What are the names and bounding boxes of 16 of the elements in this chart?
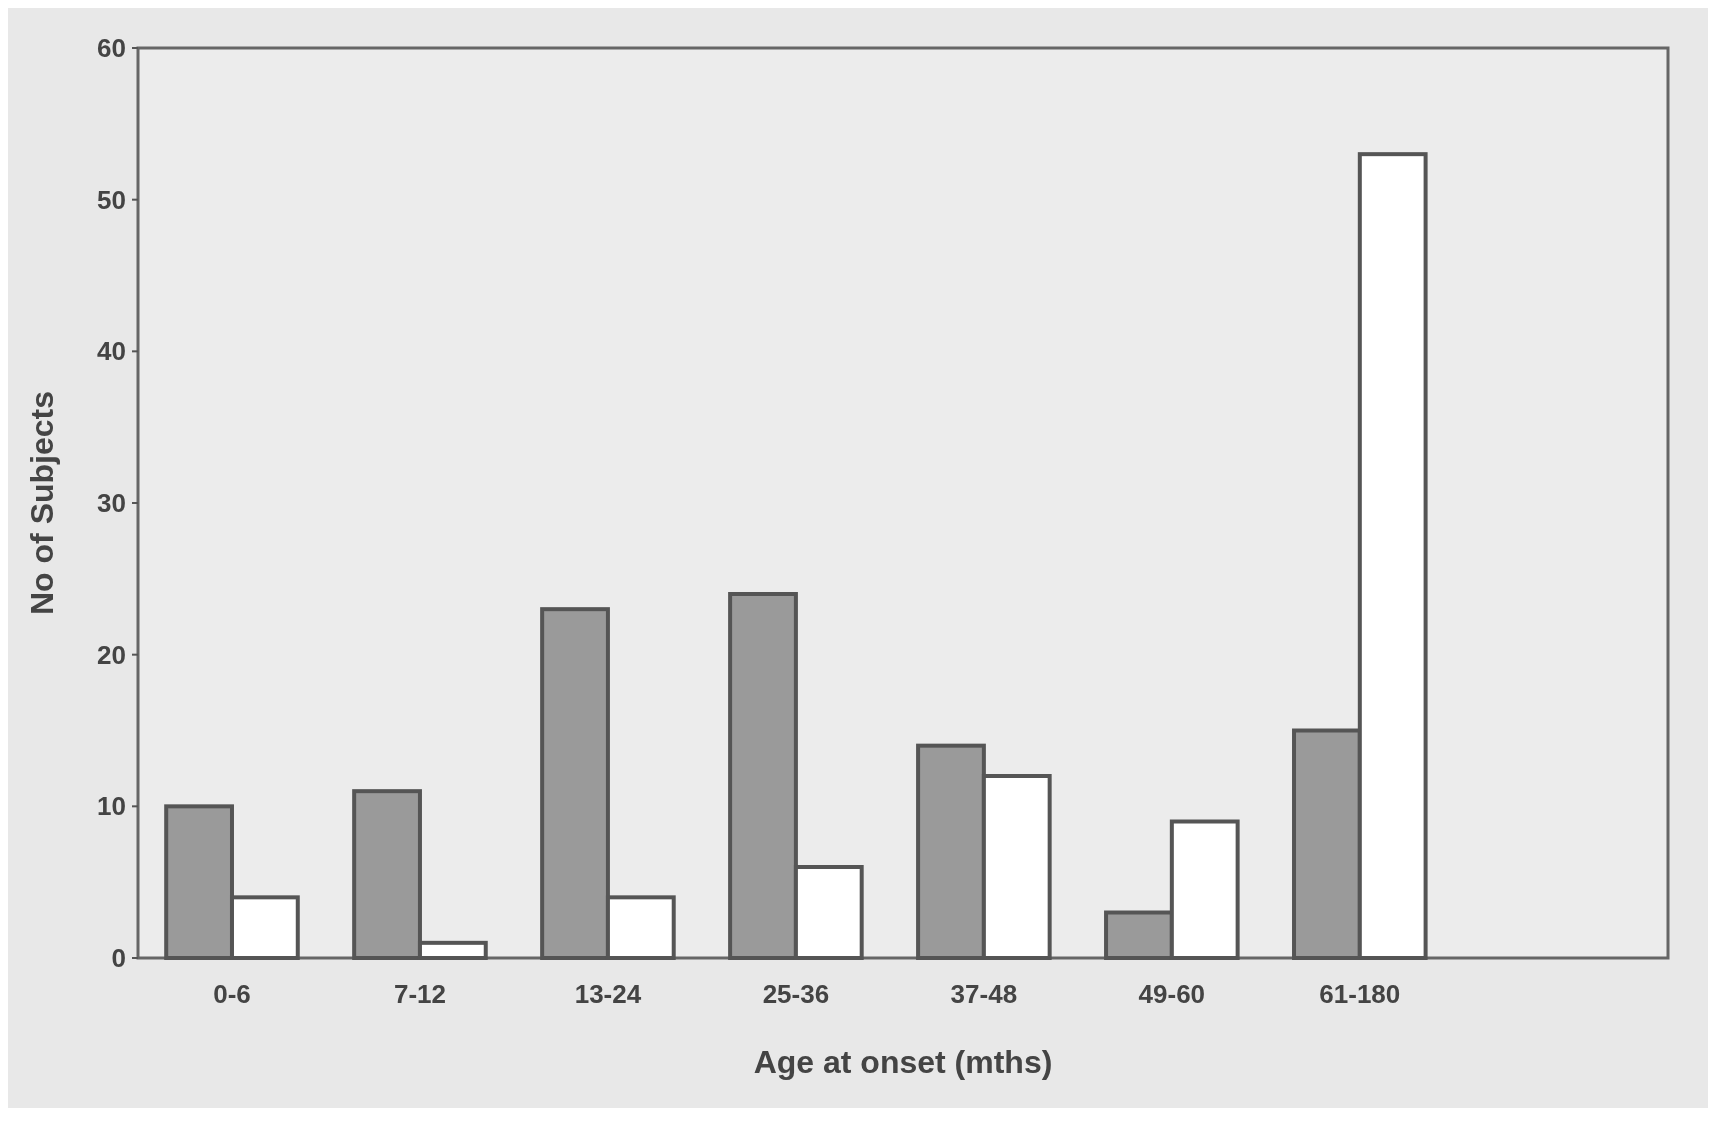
x-axis-title: Age at onset (mths) — [753, 1044, 1053, 1080]
x-tick-label: 49-60 — [1138, 979, 1206, 1009]
x-tick-label: 25-36 — [762, 979, 830, 1009]
y-tick-label: 0 — [111, 943, 126, 974]
y-tick-label: 40 — [97, 336, 126, 367]
x-tick-label: 13-24 — [574, 979, 642, 1009]
y-tick-label: 60 — [97, 33, 126, 64]
y-axis-title: No of Subjects — [24, 390, 60, 616]
y-tick-label: 50 — [97, 184, 126, 215]
x-tick-label: 61-180 — [1319, 979, 1401, 1009]
y-tick-label: 10 — [97, 791, 126, 822]
x-tick-label: 0-6 — [213, 979, 251, 1009]
x-tick-label: 37-48 — [950, 979, 1018, 1009]
x-tick-label: 7-12 — [393, 979, 446, 1009]
y-tick-label: 30 — [97, 488, 126, 519]
y-tick-label: 20 — [97, 639, 126, 670]
